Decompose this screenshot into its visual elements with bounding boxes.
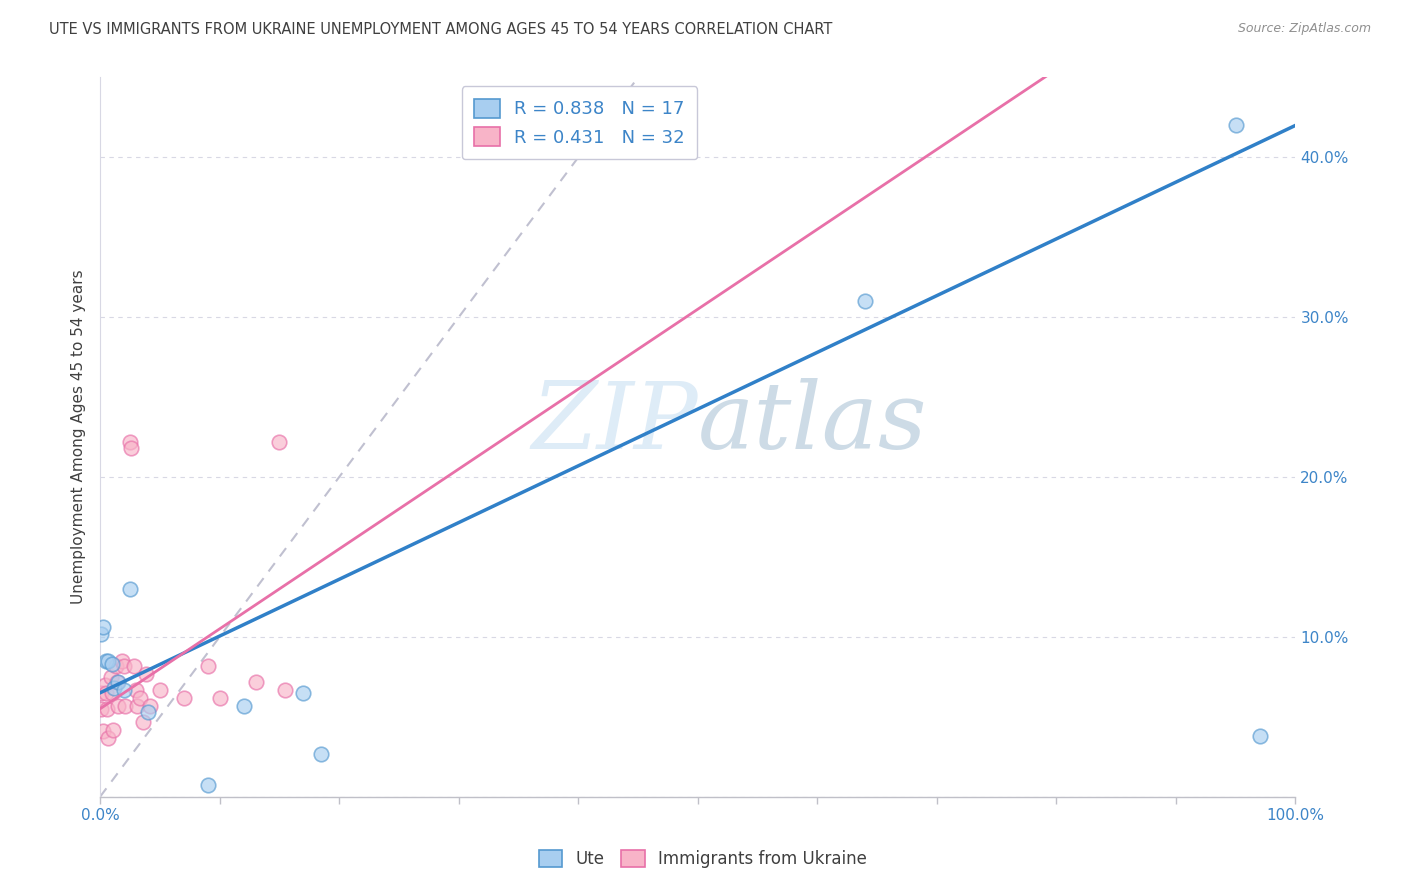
Point	[136, 705, 159, 719]
Point	[149, 682, 172, 697]
Point	[122, 658, 145, 673]
Point	[173, 690, 195, 705]
Point	[132, 714, 155, 729]
Point	[112, 682, 135, 697]
Point	[197, 779, 219, 793]
Point	[128, 690, 150, 705]
Point	[101, 657, 124, 671]
Text: atlas: atlas	[697, 377, 928, 467]
Point	[96, 702, 118, 716]
Point	[111, 654, 134, 668]
Point	[139, 698, 162, 713]
Point	[103, 723, 125, 737]
Point	[107, 674, 129, 689]
Point	[292, 686, 315, 700]
Point	[104, 658, 127, 673]
Point	[94, 678, 117, 692]
Point	[91, 620, 114, 634]
Point	[94, 654, 117, 668]
Point	[112, 658, 135, 673]
Point	[309, 747, 332, 761]
Point	[274, 682, 297, 697]
Text: ZIP: ZIP	[531, 377, 697, 467]
Point	[90, 702, 112, 716]
Point	[135, 666, 157, 681]
Point	[103, 681, 125, 695]
Point	[197, 658, 219, 673]
Point	[232, 698, 254, 713]
Y-axis label: Unemployment Among Ages 45 to 54 years: Unemployment Among Ages 45 to 54 years	[72, 269, 86, 605]
Text: Source: ZipAtlas.com: Source: ZipAtlas.com	[1237, 22, 1371, 36]
Point	[120, 442, 142, 456]
Point	[91, 724, 114, 739]
Point	[118, 434, 141, 449]
Point	[853, 294, 876, 309]
Point	[97, 731, 120, 745]
Point	[101, 686, 124, 700]
Point	[90, 626, 112, 640]
Point	[125, 682, 148, 697]
Legend: R = 0.838   N = 17, R = 0.431   N = 32: R = 0.838 N = 17, R = 0.431 N = 32	[461, 87, 697, 160]
Point	[208, 690, 231, 705]
Point	[118, 582, 141, 596]
Point	[90, 686, 112, 700]
Point	[1225, 119, 1247, 133]
Point	[269, 434, 291, 449]
Point	[114, 698, 136, 713]
Point	[107, 698, 129, 713]
Legend: Ute, Immigrants from Ukraine: Ute, Immigrants from Ukraine	[533, 843, 873, 875]
Point	[100, 670, 122, 684]
Point	[127, 698, 149, 713]
Point	[245, 674, 267, 689]
Point	[94, 686, 117, 700]
Point	[105, 674, 128, 689]
Point	[1249, 729, 1271, 743]
Text: UTE VS IMMIGRANTS FROM UKRAINE UNEMPLOYMENT AMONG AGES 45 TO 54 YEARS CORRELATIO: UTE VS IMMIGRANTS FROM UKRAINE UNEMPLOYM…	[49, 22, 832, 37]
Point	[97, 654, 120, 668]
